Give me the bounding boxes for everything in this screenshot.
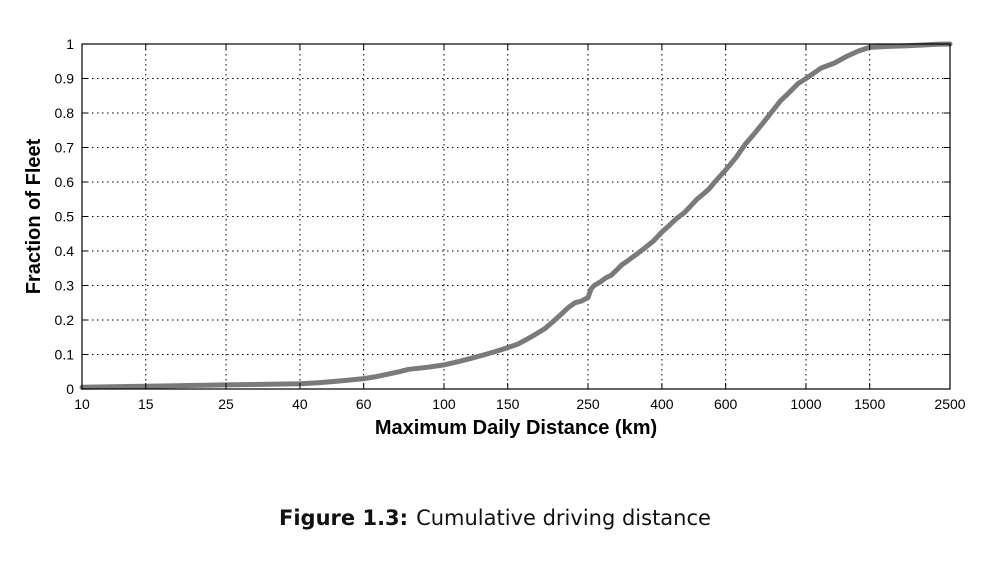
curve-layer: [79, 41, 953, 390]
x-tick-label: 2500: [934, 396, 965, 412]
x-tick-label: 150: [496, 396, 520, 412]
y-tick-label: 0.1: [55, 347, 75, 363]
caption-text: Cumulative driving distance: [416, 506, 711, 530]
y-tick-label: 0.2: [55, 312, 75, 328]
x-tick-label: 250: [576, 396, 600, 412]
y-tick-labels: 0 0.1 0.2 0.3 0.4 0.5 0.6 0.7 0.8 0.9 1: [55, 36, 75, 397]
tick-marks: [81, 43, 951, 390]
grid-lines: [82, 44, 950, 389]
caption-label: Figure 1.3:: [279, 506, 409, 530]
x-tick-label: 25: [218, 396, 234, 412]
y-axis-title: Fraction of Fleet: [23, 138, 45, 294]
y-tick-label: 0.5: [55, 209, 75, 225]
x-tick-label: 100: [432, 396, 456, 412]
x-tick-label: 60: [356, 396, 372, 412]
x-tick-label: 10: [74, 396, 90, 412]
y-tick-label: 0: [66, 381, 74, 397]
cdf-chart: 10 15 25 40 60 100 150 250 400 600 1000 1500 2500 00…: [23, 36, 966, 439]
x-tick-labels: 10 15 25 40 60 100 150 250 400 600 1000 1500 2500: [74, 396, 966, 412]
y-tick-label: 1: [66, 36, 74, 52]
y-tick-label: 0.9: [55, 71, 75, 87]
y-tick-label: 0.8: [55, 105, 75, 121]
x-tick-label: 15: [138, 396, 154, 412]
y-tick-label: 0.6: [55, 174, 75, 190]
x-tick-label: 40: [292, 396, 308, 412]
x-tick-label: 1000: [790, 396, 821, 412]
x-tick-label: 600: [714, 396, 738, 412]
y-tick-label: 0.7: [55, 140, 75, 156]
y-tick-label: 0.3: [55, 278, 75, 294]
x-tick-label: 400: [650, 396, 674, 412]
x-axis-title: Maximum Daily Distance (km): [375, 417, 657, 439]
figure-caption: Figure 1.3: Cumulative driving distance: [0, 506, 990, 530]
cdf-series-line: [79, 41, 953, 390]
x-tick-label: 1500: [854, 396, 885, 412]
y-tick-label: 0.4: [55, 243, 75, 259]
